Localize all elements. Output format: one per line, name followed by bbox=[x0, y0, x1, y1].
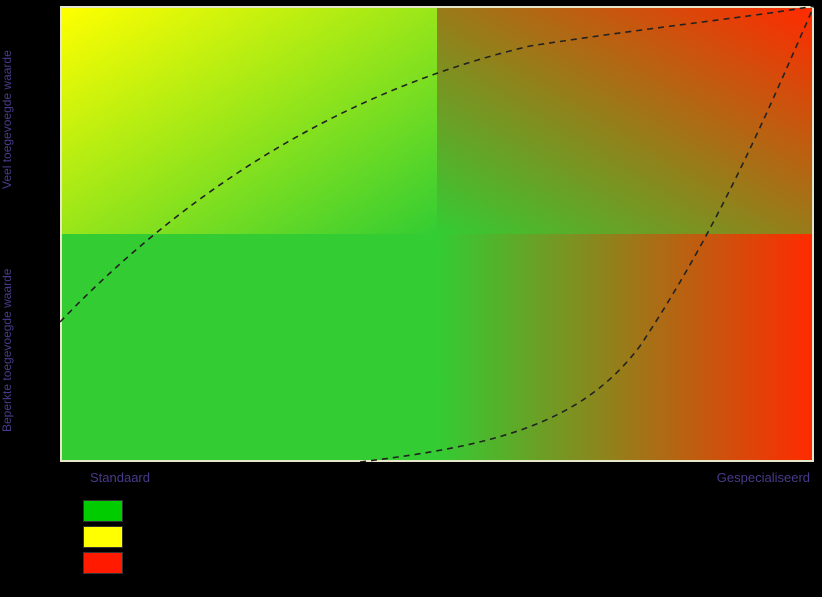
legend-item bbox=[83, 498, 131, 524]
legend-swatch-red bbox=[83, 552, 123, 574]
upper-curve bbox=[60, 6, 814, 322]
lower-curve bbox=[360, 6, 814, 462]
legend-item bbox=[83, 524, 131, 550]
legend-swatch-yellow bbox=[83, 526, 123, 548]
legend-swatch-green bbox=[83, 500, 123, 522]
x-axis-label-left: Standaard bbox=[90, 470, 150, 485]
quadrant-matrix bbox=[60, 6, 814, 462]
y-axis-label-top: Veel toegevoegde waarde bbox=[0, 20, 60, 220]
legend bbox=[83, 498, 131, 576]
y-axis-label-bottom: Beperkte toegevoegde waarde bbox=[0, 250, 60, 450]
x-axis-label-right: Gespecialiseerd bbox=[717, 470, 810, 485]
trend-curves bbox=[60, 6, 814, 462]
legend-item bbox=[83, 550, 131, 576]
